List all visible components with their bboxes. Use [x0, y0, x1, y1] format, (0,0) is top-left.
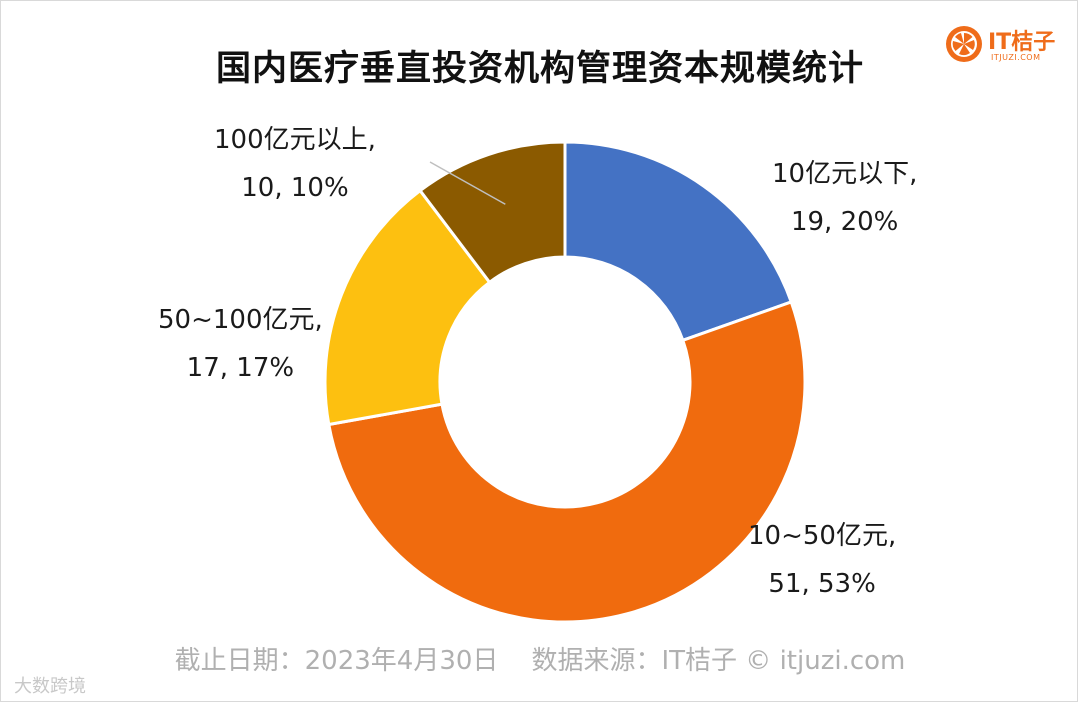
chart-title: 国内医疗垂直投资机构管理资本规模统计: [215, 49, 864, 89]
data-label-10-50: 10~50亿元, 51, 53%: [748, 512, 896, 608]
data-label-name: 100亿元以上,: [214, 125, 376, 155]
data-label-50-100: 50~100亿元, 17, 17%: [158, 296, 323, 392]
data-label-name: 50~100亿元,: [158, 305, 323, 335]
slice-under-10: [563, 140, 794, 343]
data-label-name: 10~50亿元,: [748, 521, 897, 551]
footer-source: 截止日期：2023年4月30日 数据来源：IT桔子 © itjuzi.com: [174, 646, 906, 676]
data-label-value: 19, 20%: [790, 207, 899, 237]
slice-50-100: [323, 188, 492, 427]
data-label-value: 17, 17%: [186, 353, 295, 383]
logo-brand-text: IT桔子: [988, 30, 1056, 55]
slice-10-50: [327, 300, 807, 624]
data-label-value: 51, 53%: [768, 569, 876, 599]
logo-sub-text: ITJUZI.COM: [991, 53, 1041, 62]
data-label-value: 10, 10%: [241, 173, 349, 203]
leader-line: [429, 161, 506, 205]
data-label-over-100: 100亿元以上, 10, 10%: [214, 116, 376, 212]
itjuzi-logo: IT桔子 ITJUZI.COM: [944, 22, 1064, 68]
orange-slice-icon: [946, 26, 982, 62]
corner-watermark: 大数跨境: [14, 676, 86, 697]
data-label-under-10: 10亿元以下, 19, 20%: [772, 150, 917, 246]
data-label-name: 10亿元以下,: [772, 159, 918, 189]
